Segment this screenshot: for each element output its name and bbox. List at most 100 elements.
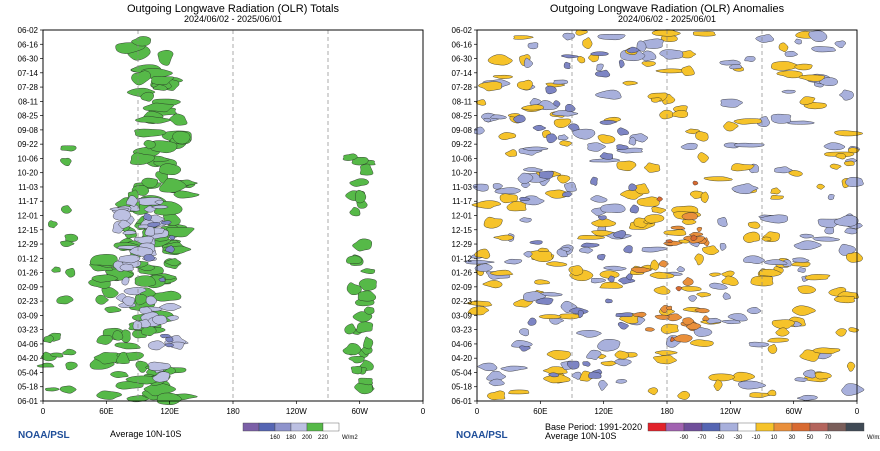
anomaly-positive-patch (835, 153, 846, 160)
anomaly-negative-patch (688, 295, 697, 302)
totals-convection-patch (43, 335, 54, 344)
anomaly-positive-patch (767, 337, 789, 343)
anomaly-negative-patch (797, 267, 806, 273)
colorbar-swatch (809, 422, 829, 432)
anomaly-positive-patch (660, 323, 679, 334)
colorbar-swatch (719, 422, 739, 432)
y-tick-label: 01-12 (452, 254, 473, 263)
totals-convection-patch (131, 70, 151, 86)
anomaly-strong-negative-patch (590, 51, 609, 56)
colorbar-units: W/m2 (867, 435, 880, 441)
totals-intense-convection-patch (143, 212, 152, 221)
anomaly-positive-patch (466, 300, 493, 307)
colorbar-tick-label: 160 (270, 435, 281, 441)
y-tick-label: 06-01 (18, 397, 39, 406)
anomaly-positive-patch (816, 183, 825, 190)
anomaly-negative-patch (523, 251, 533, 258)
anomaly-negative-patch (781, 89, 796, 94)
anomaly-strong-negative-patch (625, 273, 633, 281)
anomaly-negative-patch (488, 378, 505, 387)
anomaly-negative-patch (770, 113, 792, 124)
anomaly-positive-patch (702, 245, 720, 255)
totals-convection-patch (131, 36, 152, 47)
anomaly-positive-patch (776, 70, 803, 79)
anomaly-positive-patch (654, 350, 678, 356)
y-tick-label: 07-28 (18, 83, 39, 92)
x-tick-label: 180 (226, 407, 240, 416)
anomaly-positive-patch (846, 361, 856, 372)
anomaly-negative-patch (803, 369, 816, 379)
anomalies-subtitle: 2024/06/02 - 2025/06/01 (618, 14, 716, 24)
anomaly-positive-patch (797, 285, 816, 294)
anomaly-strong-negative-patch (623, 245, 633, 254)
totals-field (36, 36, 377, 406)
totals-title: Outgoing Longwave Radiation (OLR) Totals (127, 3, 339, 15)
anomaly-strong-negative-patch (617, 127, 629, 136)
totals-convection-patch (358, 377, 373, 386)
anomaly-strong-negative-patch (615, 312, 633, 317)
anomaly-negative-patch (774, 166, 793, 174)
totals-intense-convection-patch (143, 253, 156, 262)
anomaly-negative-patch (597, 34, 626, 41)
anomaly-negative-patch (492, 183, 503, 190)
colorbar-tick-label: 50 (807, 435, 814, 441)
totals-convection-patch (61, 205, 72, 214)
anomaly-negative-patch (517, 172, 534, 184)
totals-convection-patch (96, 335, 113, 345)
anomaly-positive-patch (804, 274, 831, 281)
totals-convection-patch (357, 290, 377, 302)
anomaly-strong-negative-patch (617, 321, 629, 330)
colorbar-tick-label: -30 (734, 435, 743, 441)
anomaly-positive-patch (750, 275, 774, 287)
anomaly-strong-positive-patch (702, 315, 710, 321)
anomaly-positive-patch (663, 229, 687, 236)
anomaly-strong-negative-patch (588, 371, 602, 379)
anomaly-strong-positive-patch (633, 311, 647, 318)
anomaly-positive-patch (708, 373, 735, 382)
anomaly-negative-patch (676, 266, 685, 273)
totals-intense-convection-patch (164, 343, 174, 348)
anomaly-negative-patch (717, 216, 728, 227)
anomaly-positive-patch (557, 174, 571, 184)
anomaly-extreme-positive-patch (665, 239, 673, 243)
anomaly-negative-patch (844, 227, 858, 235)
anomaly-negative-patch (587, 142, 606, 152)
anomaly-negative-patch (523, 167, 543, 172)
totals-convection-patch (125, 375, 160, 385)
x-tick-label: 180 (660, 407, 674, 416)
anomaly-strong-negative-patch (629, 204, 639, 214)
anomaly-positive-patch (636, 196, 660, 207)
colorbar-swatch (827, 422, 847, 432)
colorbar-swatch (274, 422, 292, 432)
anomaly-negative-patch (833, 215, 859, 227)
anomaly-positive-patch (833, 295, 855, 304)
anomaly-negative-patch (500, 365, 528, 372)
colorbar-tick-label: -90 (680, 435, 689, 441)
anomaly-positive-patch (713, 379, 723, 391)
anomaly-positive-patch (597, 134, 616, 144)
anomaly-positive-patch (644, 162, 661, 173)
anomaly-negative-patch (808, 30, 828, 42)
anomaly-strong-negative-patch (582, 361, 591, 367)
anomaly-positive-patch (733, 118, 762, 125)
anomaly-negative-patch (483, 117, 491, 123)
totals-convection-patch (65, 361, 78, 371)
colorbar-swatch (701, 422, 721, 432)
x-tick-label: 120W (286, 407, 307, 416)
anomaly-strong-negative-patch (618, 59, 625, 69)
y-tick-label: 10-06 (18, 154, 39, 163)
anomaly-positive-patch (537, 247, 549, 252)
anomaly-negative-patch (845, 176, 864, 187)
anomaly-extreme-positive-patch (692, 180, 699, 186)
anomaly-negative-patch (615, 379, 628, 384)
anomaly-negative-patch (519, 217, 532, 223)
anomaly-strong-positive-patch (654, 314, 670, 320)
anomaly-positive-patch (546, 350, 571, 361)
anomaly-negative-patch (748, 341, 770, 348)
anomaly-negative-patch (603, 265, 627, 271)
anomaly-positive-patch (703, 176, 733, 182)
anomaly-positive-patch (516, 79, 533, 91)
anomaly-positive-patch (467, 306, 490, 316)
anomaly-strong-negative-patch (562, 191, 573, 198)
totals-convection-patch (65, 267, 76, 278)
